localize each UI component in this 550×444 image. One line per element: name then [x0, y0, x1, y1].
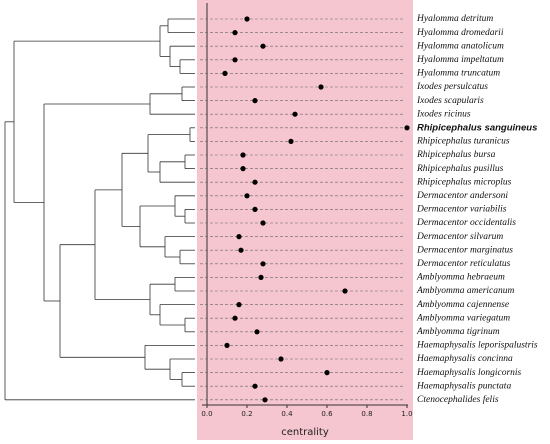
dot [258, 274, 264, 280]
dot [252, 383, 258, 389]
dot [260, 261, 266, 267]
dot [222, 70, 228, 76]
x-tick-label: 1.0 [401, 410, 412, 418]
species-label: Dermacentor andersoni [416, 191, 508, 201]
species-label: Hyalomma anatolicum [416, 41, 504, 51]
dot [260, 43, 266, 49]
dot [236, 302, 242, 308]
species-label: Rhipicephalus bursa [416, 150, 496, 160]
species-label: Rhipicephalus turanicus [416, 137, 510, 147]
species-label: Haemaphysalis longicornis [416, 368, 522, 378]
species-label: Haemaphysalis concinna [416, 354, 513, 364]
species-label: Dermacentor silvarum [416, 232, 503, 242]
x-tick-label: 0.4 [281, 410, 293, 418]
x-tick-label: 0.8 [361, 410, 372, 418]
species-label: Ixodes persulcatus [416, 82, 488, 92]
x-tick-label: 0.0 [201, 410, 212, 418]
species-label: Rhipicephalus microplus [416, 177, 512, 187]
species-label: Amblyomma cajennense [416, 300, 509, 310]
species-label: Rhipicephalus sanguineus [417, 122, 537, 133]
dot [252, 98, 258, 104]
dot [342, 288, 348, 294]
dot [240, 152, 246, 158]
species-label: Hyalomma detritum [416, 14, 493, 24]
dot [238, 247, 244, 253]
species-label: Dermacentor reticulatus [416, 259, 511, 269]
dot [318, 84, 324, 90]
species-label: Ixodes scapularis [416, 96, 484, 106]
dot [224, 342, 230, 348]
dot [252, 206, 258, 212]
dot [262, 397, 268, 403]
dot [252, 179, 258, 185]
species-label: Amblyomma tigrinum [416, 327, 500, 337]
species-label: Amblyomma hebraeum [416, 273, 505, 283]
dot [254, 329, 260, 335]
species-label: Haemaphysalis leporispalustris [416, 341, 538, 351]
dot [292, 111, 298, 117]
species-label: Dermacentor occidentalis [416, 218, 516, 228]
species-label: Ixodes ricinus [416, 109, 471, 119]
x-axis-label: centrality [281, 427, 329, 438]
dot [244, 193, 250, 199]
species-label: Hyalomma truncatum [416, 69, 500, 79]
dot [244, 16, 250, 22]
dot [236, 234, 242, 240]
dot [288, 138, 294, 144]
dot [324, 370, 330, 376]
species-label: Dermacentor variabilis [416, 205, 507, 215]
species-label: Dermacentor marginatus [416, 245, 513, 255]
x-tick-label: 0.2 [241, 410, 252, 418]
species-label: Hyalomma impeltatum [416, 55, 504, 65]
species-label: Ctenocephalides felis [417, 394, 499, 405]
dot [232, 57, 238, 63]
dot [260, 220, 266, 226]
dot [232, 315, 238, 321]
species-label: Hyalomma dromedarii [416, 28, 504, 38]
plot-panel [197, 0, 413, 440]
dot [278, 356, 284, 362]
species-label: Amblyomma variegatum [416, 313, 510, 323]
dot [232, 29, 238, 36]
species-label: Rhipicephalus pusillus [416, 164, 504, 174]
dot [404, 125, 410, 131]
x-tick-label: 0.6 [321, 410, 333, 418]
species-label: Amblyomma americanum [416, 286, 514, 296]
dot [240, 166, 246, 172]
species-label: Haemaphysalis punctata [416, 381, 511, 391]
